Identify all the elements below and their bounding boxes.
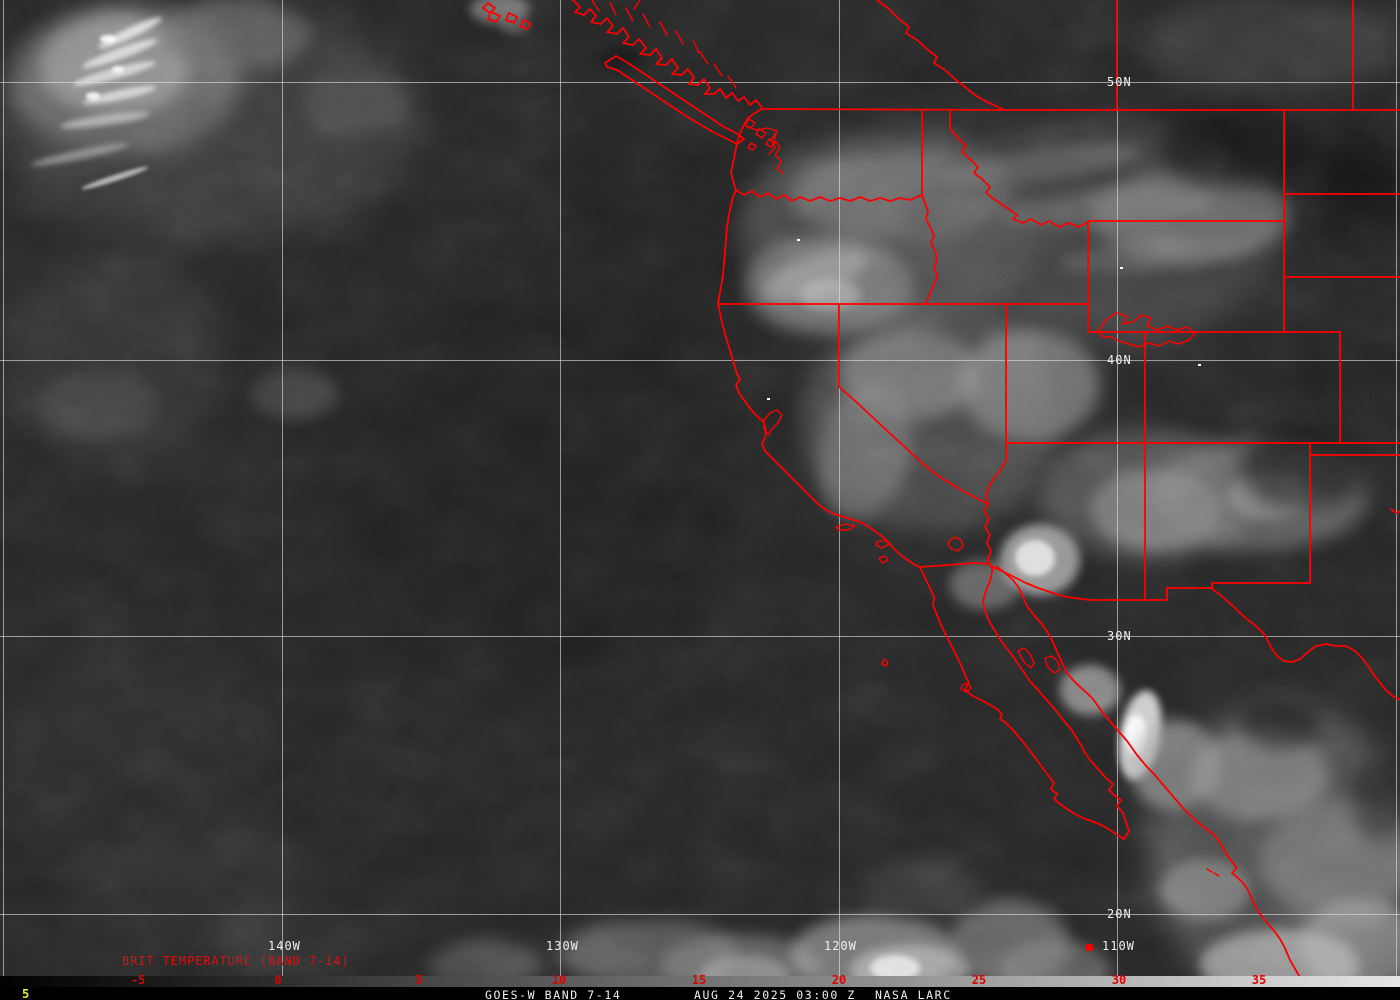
guadalupe-island <box>881 658 889 667</box>
cloud-blob <box>1140 0 1400 90</box>
footer-timestamp: AUG 24 2025 03:00 Z <box>694 988 856 1000</box>
lat-label-40n: 40N <box>1107 353 1132 367</box>
cloud-core <box>1015 540 1055 576</box>
lat-label-30n: 30N <box>1107 629 1132 643</box>
gridline-50n <box>0 82 1400 83</box>
cloud-core <box>112 66 124 73</box>
lat-label-20n: 20N <box>1107 907 1132 921</box>
gridline-140w <box>282 0 283 977</box>
scale-tick: 15 <box>691 973 707 987</box>
dark-cloud-patch <box>1240 700 1320 750</box>
lon-label-110w: 110W <box>1102 939 1135 953</box>
cedros-island <box>960 682 972 693</box>
cloud-blob <box>960 330 1100 440</box>
gridline-40n <box>0 360 1400 361</box>
lon-label-140w: 140W <box>268 939 301 953</box>
cloud-core <box>870 955 920 977</box>
fire-hotspot-dot <box>1120 267 1123 269</box>
satellite-image: 50N 40N 30N 20N 140W 130W 120W 110W <box>0 0 1400 977</box>
fire-hotspot-dot <box>767 398 770 400</box>
mexico-border-bootheel <box>1089 587 1214 601</box>
fire-hotspot-dot <box>1198 364 1201 366</box>
temperature-scale-bar <box>0 976 1400 987</box>
lat-label-50n: 50N <box>1107 75 1132 89</box>
footer-bar <box>0 987 1400 1000</box>
cloud-blob <box>1160 860 1250 920</box>
cloud-core <box>86 92 100 100</box>
scale-tick: 20 <box>831 973 847 987</box>
frame-number: 5 <box>22 987 30 1000</box>
product-title: BRIT TEMPERATURE (BAND 7-14) <box>122 954 350 968</box>
gridline-100w <box>1396 0 1397 977</box>
scale-tick: 30 <box>1111 973 1127 987</box>
cloud-blob <box>160 0 310 70</box>
lon-label-130w: 130W <box>546 939 579 953</box>
scale-tick: 5 <box>415 973 423 987</box>
gridline-120w <box>839 0 840 977</box>
gridline-30n <box>0 636 1400 637</box>
dark-cloud-patch <box>1160 110 1320 190</box>
cloud-blob <box>40 370 160 440</box>
dark-ocean-patch <box>600 44 646 70</box>
scale-tick: 25 <box>971 973 987 987</box>
channel-islands <box>835 523 890 564</box>
cloud-blob <box>300 75 410 135</box>
cloud-blob <box>860 860 980 920</box>
cloud-blob <box>950 560 1020 610</box>
lon-label-120w: 120W <box>824 939 857 953</box>
cloud-blob <box>1060 665 1120 715</box>
cloud-blob <box>250 370 340 420</box>
rio-grande-border <box>1211 582 1400 701</box>
scale-tick: -5 <box>130 973 146 987</box>
gridline-130w <box>560 0 561 977</box>
scale-tick: 35 <box>1251 973 1267 987</box>
cloud-core <box>100 35 116 43</box>
cloud-blob <box>430 940 540 977</box>
footer-credit: NASA LARC <box>875 988 952 1000</box>
cloud-blob <box>500 18 530 34</box>
cloud-blob <box>1330 200 1400 500</box>
cloud-blob <box>0 640 260 840</box>
us-canada-border <box>761 108 1400 111</box>
gulf-of-california-islands <box>1017 647 1061 674</box>
scale-tick: 10 <box>551 973 567 987</box>
cloud-core <box>800 280 860 310</box>
salton-sea <box>947 536 964 552</box>
scale-tick: 0 <box>274 973 282 987</box>
gridline-110w <box>1117 0 1118 977</box>
gridline-20n <box>0 914 1400 915</box>
footer-product-label: GOES-W BAND 7-14 <box>485 988 622 1000</box>
bc-alberta-border <box>876 0 1005 111</box>
san-francisco-bay <box>763 409 783 436</box>
fire-hotspot-dot <box>797 239 800 241</box>
gridline-150w <box>3 0 4 977</box>
cloud-blob <box>380 700 680 900</box>
